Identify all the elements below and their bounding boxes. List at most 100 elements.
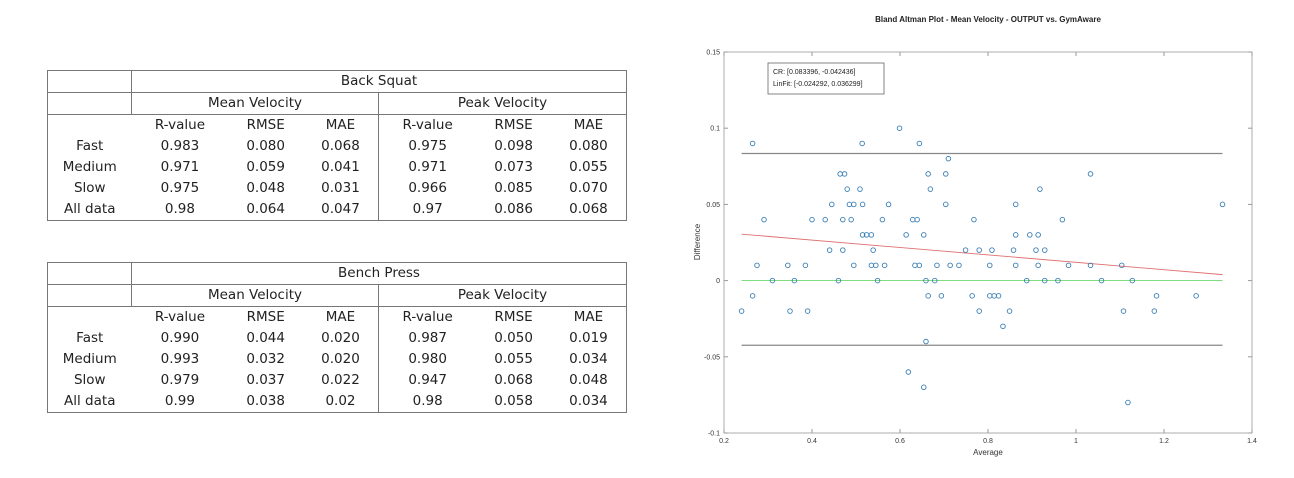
group-header: Peak Velocity: [378, 284, 627, 307]
table-cell: 0.019: [569, 330, 608, 346]
data-point: [881, 262, 888, 269]
column-header: R-value: [154, 117, 206, 133]
table-cell: 0.032: [246, 351, 285, 367]
table-cell: 0.068: [569, 201, 608, 217]
table-cell: 0.99: [164, 393, 195, 409]
data-point: [1059, 216, 1066, 223]
data-point: [1120, 308, 1127, 314]
table-cell: 0.098: [494, 138, 533, 154]
table-cell: 0.979: [160, 372, 200, 388]
data-point: [956, 262, 962, 269]
data-point: [1119, 262, 1125, 269]
table-cell: 0.975: [408, 138, 447, 154]
data-point: [754, 262, 760, 269]
data-point: [844, 186, 850, 192]
data-point: [927, 186, 934, 192]
table-row: Fast 0.990 0.044 0.020 0.987 0.050 0.019: [48, 328, 627, 349]
annotation-cr: CR: [0.083396, -0.042436]: [773, 69, 856, 76]
data-point: [859, 201, 866, 208]
data-point: [934, 262, 940, 269]
table-cell: 0.020: [302, 349, 379, 370]
data-point: [822, 216, 828, 223]
data-point: [1042, 277, 1048, 284]
corner-cell: [47, 92, 132, 115]
data-point: [1055, 277, 1061, 284]
table-cell: 0.975: [160, 180, 200, 196]
data-point: [1151, 308, 1158, 314]
data-point: [923, 277, 929, 284]
data-point: [925, 293, 931, 299]
table-cell: 0.044: [246, 330, 285, 346]
table-row: All data 0.98 0.064 0.047 0.97 0.086 0.068: [48, 199, 627, 221]
data-point: [995, 293, 1002, 299]
data-point: [868, 262, 875, 269]
row-label: Fast: [76, 330, 104, 346]
y-tick-label: 0: [716, 278, 720, 285]
data-point: [1006, 308, 1013, 314]
table-cell: 0.97: [412, 201, 443, 217]
x-tick-label: 1.4: [1247, 438, 1257, 445]
table-cell: 0.055: [494, 351, 533, 367]
data-point: [868, 232, 875, 238]
x-axis-label: Average: [973, 448, 1003, 457]
table-row: Slow 0.979 0.037 0.022 0.947 0.068 0.048: [48, 370, 627, 391]
data-point: [1037, 186, 1043, 192]
x-tick-label: 0.6: [895, 438, 905, 445]
table-cell: 0.031: [302, 178, 379, 199]
exercise-header: Bench Press: [131, 262, 627, 285]
row-label: Slow: [73, 372, 106, 388]
data-point: [989, 247, 995, 253]
data-point: [1035, 232, 1041, 238]
data-point: [971, 216, 977, 223]
table-cell: 0.02: [302, 391, 379, 413]
data-point: [976, 247, 982, 253]
data-point: [910, 216, 916, 223]
table-cell: 0.085: [494, 180, 533, 196]
table-cell: 0.048: [246, 180, 285, 196]
table-cell: 0.034: [569, 393, 608, 409]
group-header: Peak Velocity: [378, 92, 627, 115]
x-tick-label: 1: [1074, 438, 1078, 445]
table-cell: 0.947: [408, 372, 447, 388]
data-point: [804, 308, 811, 314]
table-cell: 0.990: [160, 330, 200, 346]
column-header: RMSE: [494, 117, 533, 133]
table-body: Fast 0.983 0.080 0.068 0.975 0.098 0.080 Medium…: [48, 136, 627, 221]
data-point: [1125, 399, 1131, 406]
data-point: [912, 262, 918, 269]
data-point: [1087, 171, 1094, 177]
table-cell: 0.064: [246, 201, 285, 217]
y-tick-label: 0.1: [710, 126, 720, 133]
data-point: [829, 201, 835, 208]
group-header: Mean Velocity: [131, 92, 379, 115]
back-squat-table: Back Squat Mean Velocity Peak Velocity R-…: [47, 70, 627, 221]
table-cell: 0.068: [494, 372, 533, 388]
data-point: [1012, 262, 1019, 269]
table-cell: 0.073: [494, 159, 533, 175]
data-point: [873, 262, 879, 269]
table-cell: 0.080: [246, 138, 285, 154]
data-point: [809, 216, 815, 223]
y-tick-label: 0.05: [706, 202, 720, 209]
corner-cell: [47, 70, 132, 93]
table-row: All data 0.99 0.038 0.02 0.98 0.058 0.034: [48, 391, 627, 413]
table-cell: 0.971: [408, 159, 447, 175]
row-label: Medium: [62, 351, 117, 367]
data-point: [848, 216, 854, 223]
data-point: [785, 262, 791, 269]
table-cell: 0.080: [569, 138, 608, 154]
data-point: [1012, 232, 1019, 238]
data-point: [738, 308, 745, 314]
column-header: RMSE: [246, 309, 285, 325]
data-point: [1219, 201, 1226, 208]
table-cell: 0.022: [302, 370, 379, 391]
data-point: [874, 277, 881, 284]
table-row: Medium 0.993 0.032 0.020 0.980 0.055 0.034: [48, 349, 627, 370]
table-cell: 0.047: [302, 199, 379, 221]
table-cell: 0.034: [569, 351, 608, 367]
group-header: Mean Velocity: [131, 284, 379, 307]
data-point: [802, 262, 809, 269]
table-cell: 0.055: [569, 159, 608, 175]
table-cell: 0.050: [494, 330, 533, 346]
data-point: [851, 262, 857, 269]
